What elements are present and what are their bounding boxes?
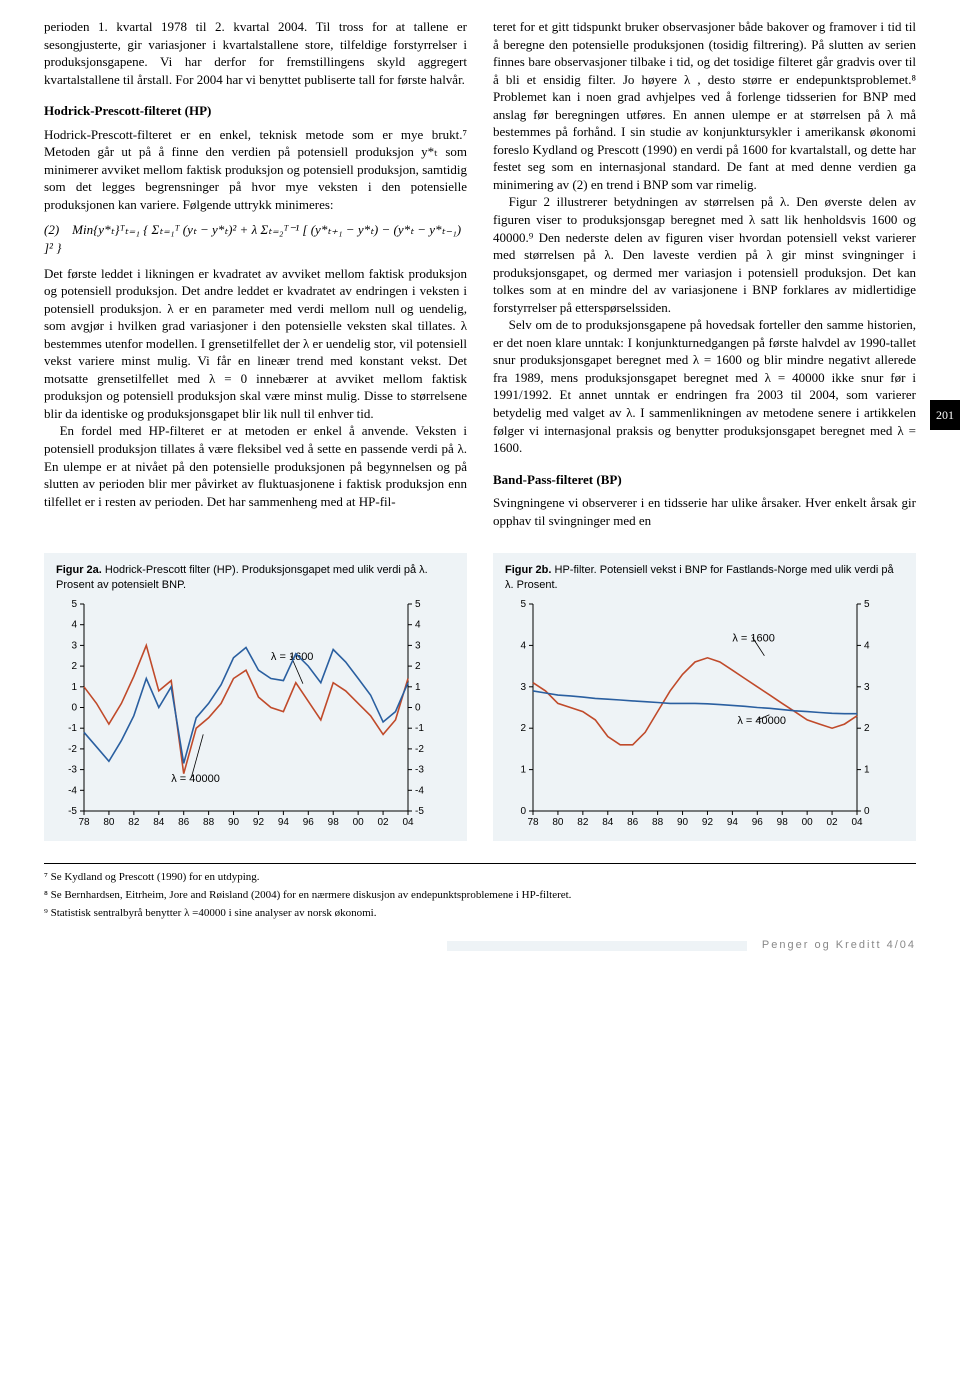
svg-text:98: 98 xyxy=(328,817,340,828)
svg-text:-5: -5 xyxy=(68,806,77,817)
svg-text:04: 04 xyxy=(402,817,414,828)
svg-text:0: 0 xyxy=(520,806,526,817)
svg-text:-1: -1 xyxy=(68,723,77,734)
svg-text:96: 96 xyxy=(303,817,315,828)
svg-text:02: 02 xyxy=(827,817,839,828)
para: perioden 1. kvartal 1978 til 2. kvartal … xyxy=(44,18,467,88)
footer-text: Penger og Kreditt 4/04 xyxy=(762,939,916,951)
figure-2a: Figur 2a. Hodrick-Prescott filter (HP). … xyxy=(44,553,467,841)
svg-text:-1: -1 xyxy=(415,723,424,734)
para: teret for et gitt tidspunkt bruker obser… xyxy=(493,18,916,193)
svg-text:4: 4 xyxy=(864,640,870,651)
svg-text:80: 80 xyxy=(103,817,115,828)
page-footer: Penger og Kreditt 4/04 xyxy=(44,938,916,953)
svg-text:1: 1 xyxy=(520,765,526,776)
svg-text:1: 1 xyxy=(71,682,77,693)
figure-2a-caption: Figur 2a. Hodrick-Prescott filter (HP). … xyxy=(56,563,455,592)
footnote-8: ⁸ Se Bernhardsen, Eitrheim, Jore and Røi… xyxy=(44,888,916,903)
svg-text:4: 4 xyxy=(415,620,421,631)
svg-text:04: 04 xyxy=(851,817,863,828)
heading-hp: Hodrick-Prescott-filteret (HP) xyxy=(44,102,467,120)
svg-text:4: 4 xyxy=(71,620,77,631)
svg-text:1: 1 xyxy=(415,682,421,693)
para: Figur 2 illustrerer betydningen av størr… xyxy=(493,193,916,316)
para: Svingningene vi observerer i en tidsseri… xyxy=(493,494,916,529)
eq-body: Min{y*ₜ}ᵀₜ₌₁ { Σₜ₌₁ᵀ (yₜ − y*ₜ)² + λ Σₜ₌… xyxy=(44,222,461,255)
svg-text:88: 88 xyxy=(203,817,215,828)
svg-text:82: 82 xyxy=(577,817,589,828)
figure-2a-chart: -5-5-4-4-3-3-2-2-1-100112233445578808284… xyxy=(56,598,436,833)
svg-text:5: 5 xyxy=(415,599,421,610)
svg-text:92: 92 xyxy=(253,817,265,828)
svg-text:78: 78 xyxy=(78,817,90,828)
svg-text:90: 90 xyxy=(677,817,689,828)
svg-text:86: 86 xyxy=(178,817,190,828)
fig-label: Figur 2b. xyxy=(505,564,551,576)
svg-text:-4: -4 xyxy=(415,785,424,796)
svg-text:2: 2 xyxy=(520,723,526,734)
footer-bar xyxy=(447,941,747,951)
svg-text:4: 4 xyxy=(520,640,526,651)
svg-text:78: 78 xyxy=(527,817,539,828)
svg-text:-5: -5 xyxy=(415,806,424,817)
right-column: teret for et gitt tidspunkt bruker obser… xyxy=(493,18,916,529)
figure-2b-caption: Figur 2b. HP-filter. Potensiell vekst i … xyxy=(505,563,904,592)
para: En fordel med HP-filteret er at metoden … xyxy=(44,422,467,510)
footnote-7: ⁷ Se Kydland og Prescott (1990) for en u… xyxy=(44,870,916,885)
svg-text:3: 3 xyxy=(520,682,526,693)
svg-text:3: 3 xyxy=(71,640,77,651)
fig-label: Figur 2a. xyxy=(56,564,102,576)
svg-text:92: 92 xyxy=(702,817,714,828)
heading-bp: Band-Pass-filteret (BP) xyxy=(493,471,916,489)
svg-text:5: 5 xyxy=(864,599,870,610)
svg-text:0: 0 xyxy=(864,806,870,817)
eq-label: (2) xyxy=(44,222,59,237)
figure-2b-chart: 0011223344557880828486889092949698000204… xyxy=(505,598,885,833)
svg-text:3: 3 xyxy=(415,640,421,651)
fig-caption-text: Hodrick-Prescott filter (HP). Produksjon… xyxy=(56,564,428,590)
svg-text:-2: -2 xyxy=(415,744,424,755)
svg-text:5: 5 xyxy=(71,599,77,610)
page-number-badge: 201 xyxy=(930,400,960,430)
svg-text:02: 02 xyxy=(378,817,390,828)
left-column: perioden 1. kvartal 1978 til 2. kvartal … xyxy=(44,18,467,529)
svg-text:98: 98 xyxy=(777,817,789,828)
svg-text:2: 2 xyxy=(71,661,77,672)
svg-text:-3: -3 xyxy=(68,765,77,776)
svg-text:5: 5 xyxy=(520,599,526,610)
svg-text:λ = 40000: λ = 40000 xyxy=(737,715,786,727)
svg-text:λ = 40000: λ = 40000 xyxy=(171,773,220,785)
svg-text:88: 88 xyxy=(652,817,664,828)
svg-text:-4: -4 xyxy=(68,785,77,796)
fig-caption-text: HP-filter. Potensiell vekst i BNP for Fa… xyxy=(505,564,894,590)
svg-text:-2: -2 xyxy=(68,744,77,755)
svg-text:84: 84 xyxy=(153,817,165,828)
svg-text:00: 00 xyxy=(802,817,814,828)
svg-text:-3: -3 xyxy=(415,765,424,776)
svg-text:2: 2 xyxy=(864,723,870,734)
svg-text:0: 0 xyxy=(415,702,421,713)
para: Selv om de to produksjonsgapene på hoved… xyxy=(493,316,916,456)
figure-2b: Figur 2b. HP-filter. Potensiell vekst i … xyxy=(493,553,916,841)
para: Det første leddet i likningen er kvadrat… xyxy=(44,265,467,423)
svg-text:2: 2 xyxy=(415,661,421,672)
svg-text:96: 96 xyxy=(752,817,764,828)
svg-text:3: 3 xyxy=(864,682,870,693)
svg-text:0: 0 xyxy=(71,702,77,713)
svg-text:94: 94 xyxy=(727,817,739,828)
svg-text:1: 1 xyxy=(864,765,870,776)
footnote-9: ⁹ Statistisk sentralbyrå benytter λ =400… xyxy=(44,906,916,921)
para: Hodrick-Prescott-filteret er en enkel, t… xyxy=(44,126,467,214)
svg-text:λ = 1600: λ = 1600 xyxy=(732,632,775,644)
svg-text:90: 90 xyxy=(228,817,240,828)
svg-text:00: 00 xyxy=(353,817,365,828)
svg-text:82: 82 xyxy=(128,817,140,828)
equation-2: (2) Min{y*ₜ}ᵀₜ₌₁ { Σₜ₌₁ᵀ (yₜ − y*ₜ)² + λ… xyxy=(44,221,467,256)
svg-text:84: 84 xyxy=(602,817,614,828)
svg-text:86: 86 xyxy=(627,817,639,828)
svg-text:94: 94 xyxy=(278,817,290,828)
footnotes: ⁷ Se Kydland og Prescott (1990) for en u… xyxy=(44,863,916,921)
svg-text:80: 80 xyxy=(552,817,564,828)
